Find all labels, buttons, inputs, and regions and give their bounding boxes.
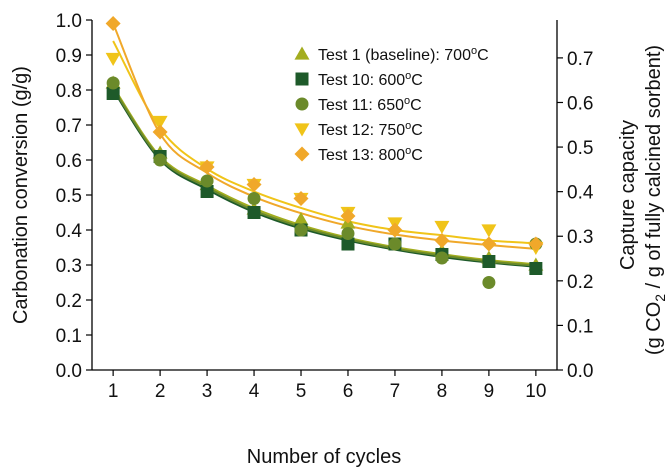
data-point-series-3 bbox=[388, 237, 402, 251]
data-point-series-5 bbox=[105, 16, 121, 31]
y2-tick-label: 0.3 bbox=[567, 227, 593, 248]
y2-tick-label: 0.4 bbox=[567, 183, 594, 204]
data-point-series-3 bbox=[106, 76, 120, 90]
legend-label-series-1: Test 1 (baseline): 700oC bbox=[318, 45, 489, 64]
y-tick-label: 0.2 bbox=[56, 291, 82, 312]
y2-tick-label: 0.6 bbox=[567, 93, 593, 114]
fit-line-series-4 bbox=[112, 40, 536, 245]
data-point-series-2 bbox=[200, 185, 214, 198]
legend-label-series-2: Test 10: 600oC bbox=[318, 70, 423, 89]
x-ticks: 1 2 3 4 5 6 7 8 9 10 bbox=[108, 370, 546, 402]
legend-label-series-5: Test 13: 800oC bbox=[318, 145, 423, 164]
data-point-series-5 bbox=[528, 236, 544, 252]
data-point-series-2 bbox=[106, 87, 120, 100]
x-tick-label: 3 bbox=[202, 381, 213, 402]
data-point-series-5 bbox=[387, 222, 403, 238]
y2-axis-title-line2: (g CO2 / g of fully calcined sorbent) bbox=[643, 45, 668, 355]
data-point-series-5 bbox=[199, 159, 215, 175]
legend-label-series-4: Test 12: 750oC bbox=[318, 120, 423, 139]
y-ticks: 0.0 0.1 0.2 0.3 0.4 0.5 0.6 0.7 0.8 0.9 1.0 bbox=[56, 11, 92, 382]
fit-line-series-1 bbox=[112, 85, 536, 266]
x-tick-label: 7 bbox=[390, 381, 401, 402]
x-tick-label: 8 bbox=[437, 381, 448, 402]
data-point-series-1 bbox=[293, 212, 309, 226]
data-point-series-3 bbox=[294, 223, 308, 237]
legend-marker-series-2 bbox=[295, 72, 309, 86]
y-tick-label: 0.6 bbox=[56, 151, 82, 172]
y2-title-prefix: (g CO bbox=[643, 302, 665, 355]
data-point-series-5 bbox=[481, 236, 497, 252]
x-tick-label: 9 bbox=[484, 381, 495, 402]
x-tick-label: 1 bbox=[108, 381, 119, 402]
data-point-series-3 bbox=[435, 251, 449, 265]
data-point-series-2 bbox=[247, 206, 261, 219]
data-point-series-2 bbox=[529, 262, 543, 275]
y-tick-label: 0.4 bbox=[56, 221, 83, 242]
y-tick-label: 1.0 bbox=[56, 11, 82, 32]
data-point-series-2 bbox=[341, 237, 355, 251]
y-tick-label: 0.9 bbox=[56, 46, 82, 67]
y-tick-label: 0.8 bbox=[56, 81, 82, 102]
x-tick-label: 10 bbox=[525, 381, 546, 402]
data-point-series-5 bbox=[434, 233, 450, 248]
y2-tick-label: 0.5 bbox=[567, 138, 593, 159]
legend-marker-series-3 bbox=[295, 97, 309, 111]
y-tick-label: 0.3 bbox=[56, 256, 82, 277]
data-point-series-4 bbox=[152, 115, 168, 129]
y-tick-label: 0.1 bbox=[56, 326, 82, 347]
y-axis-title: Carbonation conversion (g/g) bbox=[10, 66, 32, 324]
x-tick-label: 4 bbox=[249, 381, 260, 402]
x-tick-label: 2 bbox=[155, 381, 166, 402]
data-point-series-2 bbox=[482, 255, 496, 268]
y-tick-label: 0.5 bbox=[56, 186, 82, 207]
fit-lines bbox=[112, 23, 536, 268]
x-axis-title: Number of cycles bbox=[247, 446, 402, 468]
y2-tick-label: 0.7 bbox=[567, 49, 593, 70]
legend-marker-series-1 bbox=[294, 46, 310, 60]
data-point-series-4 bbox=[481, 224, 497, 238]
data-point-series-3 bbox=[482, 276, 496, 289]
y2-ticks: 0.0 0.1 0.2 0.3 0.4 0.5 0.6 0.7 bbox=[557, 49, 594, 382]
y-tick-label: 0.0 bbox=[56, 361, 82, 382]
x-tick-label: 6 bbox=[343, 381, 354, 402]
legend: Test 1 (baseline): 700oC Test 10: 600oC Te… bbox=[294, 45, 489, 164]
y-tick-label: 0.7 bbox=[56, 116, 82, 137]
data-point-series-3 bbox=[247, 192, 261, 205]
fit-line-series-5 bbox=[112, 23, 536, 250]
data-point-series-4 bbox=[105, 52, 121, 66]
data-point-series-5 bbox=[152, 124, 168, 140]
y2-tick-label: 0.2 bbox=[567, 272, 593, 293]
x-tick-label: 5 bbox=[296, 381, 307, 402]
fit-line-series-3 bbox=[112, 87, 536, 267]
data-point-series-3 bbox=[341, 227, 355, 240]
data-point-series-5 bbox=[293, 191, 309, 206]
fit-line-series-2 bbox=[112, 89, 536, 268]
data-point-series-3 bbox=[153, 153, 167, 167]
y2-title-subscript: 2 bbox=[652, 294, 668, 302]
legend-marker-series-4 bbox=[294, 123, 310, 137]
y2-axis-title-line1: Capture capacity bbox=[617, 120, 639, 270]
y2-tick-label: 0.0 bbox=[567, 361, 593, 382]
markers bbox=[105, 16, 544, 289]
data-point-series-4 bbox=[434, 220, 450, 234]
legend-marker-series-5 bbox=[294, 146, 310, 162]
data-point-series-5 bbox=[340, 208, 356, 224]
data-point-series-3 bbox=[200, 174, 214, 188]
legend-label-series-3: Test 11: 650oC bbox=[318, 95, 422, 114]
data-point-series-5 bbox=[246, 177, 262, 192]
y2-tick-label: 0.1 bbox=[567, 316, 593, 337]
y2-title-suffix: / g of fully calcined sorbent) bbox=[643, 45, 665, 294]
